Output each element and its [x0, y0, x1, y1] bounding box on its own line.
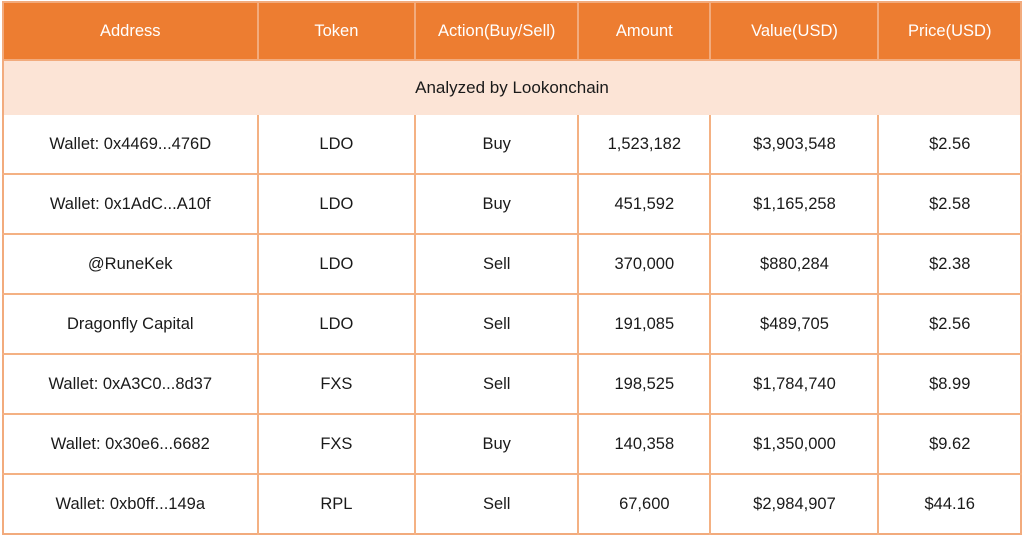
cell-token: FXS — [257, 354, 417, 415]
cell-address: Wallet: 0xA3C0...8d37 — [3, 354, 259, 415]
cell-price: $2.56 — [878, 294, 1021, 355]
cell-address: Wallet: 0x1AdC...A10f — [3, 174, 259, 235]
cell-price: $44.16 — [878, 474, 1021, 534]
cell-value: $2,984,907 — [710, 474, 880, 534]
table-header: Address Token Action(Buy/Sell) Amount Value(… — [3, 2, 1021, 61]
table-row: Wallet: 0xA3C0...8d37 FXS Sell 198,525 $1,78… — [3, 354, 1021, 415]
cell-value: $489,705 — [710, 294, 880, 355]
cell-price: $8.99 — [878, 354, 1021, 415]
cell-action: Buy — [415, 414, 580, 475]
cell-address: Wallet: 0x30e6...6682 — [3, 414, 259, 475]
cell-amount: 370,000 — [578, 234, 712, 295]
cell-value: $1,784,740 — [710, 354, 880, 415]
cell-token: LDO — [257, 174, 417, 235]
cell-address: Wallet: 0xb0ff...149a — [3, 474, 259, 534]
cell-price: $2.58 — [878, 174, 1021, 235]
cell-action: Sell — [415, 294, 580, 355]
table-row: Wallet: 0x4469...476D LDO Buy 1,523,182 $3,9… — [3, 115, 1021, 175]
cell-token: FXS — [257, 414, 417, 475]
cell-amount: 140,358 — [578, 414, 712, 475]
banner-text: Analyzed by Lookonchain — [3, 60, 1021, 115]
cell-action: Sell — [415, 474, 580, 534]
header-cell-action: Action(Buy/Sell) — [415, 2, 580, 61]
cell-amount: 198,525 — [578, 354, 712, 415]
cell-price: $9.62 — [878, 414, 1021, 475]
cell-action: Sell — [415, 234, 580, 295]
table-row: @RuneKek LDO Sell 370,000 $880,284 $2.38 — [3, 234, 1021, 295]
cell-amount: 451,592 — [578, 174, 712, 235]
table-row: Wallet: 0xb0ff...149a RPL Sell 67,600 $2,984… — [3, 474, 1021, 534]
table-row: Wallet: 0x30e6...6682 FXS Buy 140,358 $1,350… — [3, 414, 1021, 475]
cell-value: $1,350,000 — [710, 414, 880, 475]
cell-token: RPL — [257, 474, 417, 534]
header-row: Address Token Action(Buy/Sell) Amount Value(… — [3, 2, 1021, 61]
header-cell-amount: Amount — [578, 2, 712, 61]
cell-amount: 191,085 — [578, 294, 712, 355]
cell-amount: 1,523,182 — [578, 115, 712, 175]
cell-value: $3,903,548 — [710, 115, 880, 175]
cell-price: $2.56 — [878, 115, 1021, 175]
cell-token: LDO — [257, 234, 417, 295]
cell-token: LDO — [257, 294, 417, 355]
cell-address: Dragonfly Capital — [3, 294, 259, 355]
table-body: Wallet: 0x4469...476D LDO Buy 1,523,182 $3,9… — [3, 115, 1021, 534]
cell-value: $1,165,258 — [710, 174, 880, 235]
header-cell-address: Address — [3, 2, 259, 61]
cell-address: Wallet: 0x4469...476D — [3, 115, 259, 175]
header-cell-token: Token — [257, 2, 417, 61]
cell-address: @RuneKek — [3, 234, 259, 295]
cell-action: Buy — [415, 115, 580, 175]
cell-action: Buy — [415, 174, 580, 235]
header-cell-price: Price(USD) — [878, 2, 1021, 61]
table-row: Dragonfly Capital LDO Sell 191,085 $489,705 $… — [3, 294, 1021, 355]
cell-price: $2.38 — [878, 234, 1021, 295]
cell-value: $880,284 — [710, 234, 880, 295]
cell-token: LDO — [257, 115, 417, 175]
table-row: Wallet: 0x1AdC...A10f LDO Buy 451,592 $1,165… — [3, 174, 1021, 235]
header-cell-value: Value(USD) — [710, 2, 880, 61]
cell-amount: 67,600 — [578, 474, 712, 534]
cell-action: Sell — [415, 354, 580, 415]
banner-row: Analyzed by Lookonchain — [3, 60, 1021, 115]
